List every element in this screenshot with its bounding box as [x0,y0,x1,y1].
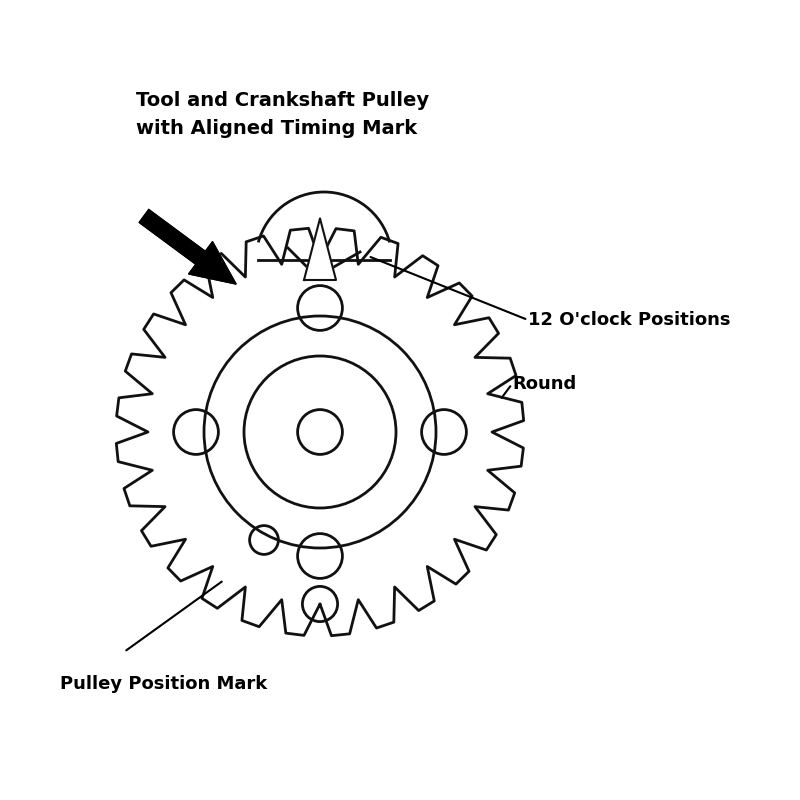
Text: Tool and Crankshaft Pulley: Tool and Crankshaft Pulley [136,90,429,110]
Bar [316,249,324,279]
Text: 12 O'clock Positions: 12 O'clock Positions [528,311,730,329]
Polygon shape [139,210,236,284]
Text: with Aligned Timing Mark: with Aligned Timing Mark [136,118,417,138]
Text: Pulley Position Mark: Pulley Position Mark [60,675,267,693]
Text: Round: Round [512,375,576,393]
Polygon shape [304,218,336,280]
